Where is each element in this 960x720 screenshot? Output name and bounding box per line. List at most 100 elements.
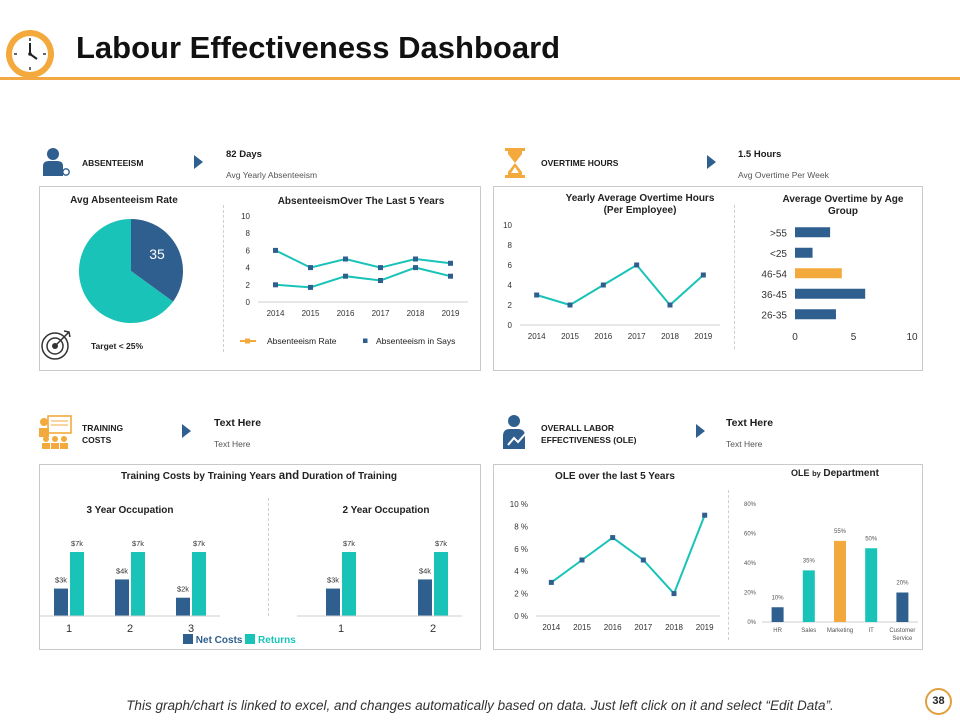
chart-legend: Absenteeism Rate Absenteeism in Says [240, 336, 455, 346]
bar-customer-service [896, 592, 909, 622]
y-tick-label: 8 [508, 241, 513, 250]
data-point [548, 579, 554, 585]
data-point [671, 591, 677, 597]
y-tick-label: 36-45 [761, 290, 787, 301]
target-text: Target < 25% [91, 341, 144, 351]
data-label: 35% [803, 558, 816, 564]
bar-net-costs [176, 597, 190, 616]
training-panel [39, 464, 481, 650]
x-tick-label: Service [892, 636, 913, 642]
absenteeism-line-chart: 0 2 4 6 8 10 2014 2015 2016 2017 2018 2019 Absentee… [240, 212, 468, 346]
x-tick-label: 2017 [628, 332, 646, 341]
bar-hr [771, 607, 784, 622]
dept-title-suffix: Department [823, 468, 879, 479]
bar-returns [192, 552, 206, 616]
x-tick-label: 2019 [696, 623, 714, 632]
ole-panel [493, 464, 923, 650]
x-tick-label: 2017 [372, 309, 390, 318]
data-label: 50% [865, 536, 878, 542]
title-divider [0, 77, 960, 80]
data-point [579, 557, 585, 563]
x-tick-label: 2016 [594, 332, 612, 341]
bar-returns [434, 552, 448, 616]
legend-swatch-net-costs [183, 634, 193, 644]
x-tick-label: 2016 [604, 623, 622, 632]
training-2yr-bar-chart: $3k $7k 1 $4k $7k 2 [297, 539, 462, 635]
y-tick-label: 6 % [514, 545, 528, 554]
x-tick-label: 5 [851, 332, 857, 343]
ole-label-line2: EFFECTIVENESS (OLE) [541, 435, 637, 445]
y-tick-label: 10 [503, 221, 512, 230]
series-line [536, 263, 705, 307]
x-tick-label: 1 [338, 623, 344, 635]
chevron-right-icon [182, 424, 191, 443]
absenteeism-pie-chart: 35 [79, 219, 183, 323]
x-tick-label: 1 [66, 623, 72, 635]
chevron-right-icon [707, 155, 716, 174]
x-tick-label: 2019 [442, 309, 460, 318]
y-tick-label: 4 [508, 281, 513, 290]
panel-divider [734, 205, 736, 349]
overtime-kpi-value: 1.5 Hours [738, 149, 782, 160]
data-label: 10% [772, 595, 785, 601]
x-tick-label: 2019 [694, 332, 712, 341]
data-label: 55% [834, 529, 847, 535]
legend-swatch-returns [245, 634, 256, 644]
ole-line-title: OLE over the last 5 Years [555, 471, 675, 482]
y-tick-label: 0 [508, 321, 513, 330]
x-tick-label: 2018 [407, 309, 425, 318]
data-point [667, 302, 673, 308]
bar-marketing [834, 540, 846, 622]
bar-returns [70, 552, 84, 616]
data-point [308, 284, 313, 290]
panel-divider [728, 490, 730, 640]
target-icon [40, 329, 74, 361]
data-label: $3k [327, 576, 339, 585]
data-label: $4k [419, 566, 431, 575]
y-tick-label: 6 [508, 261, 513, 270]
data-point [343, 273, 348, 279]
y-tick-label: 8 % [514, 522, 528, 531]
bar-net-costs [115, 579, 129, 616]
data-label: 20% [896, 581, 909, 587]
dept-title-prefix: OLE [791, 468, 810, 478]
chevron-right-icon [696, 424, 705, 443]
ole-line-chart: 0 % 2 % 4 % 6 % 8 % 10 % 2014 2015 2016 2017 2018 2… [510, 500, 720, 632]
series-line [275, 266, 451, 289]
y-tick-label: 80% [744, 502, 757, 508]
dept-bar-title: OLE by Department [760, 468, 910, 479]
ole-department-bar-chart: 0% 20% 40% 60% 80% 10% HR 35% Sales 55% Marketing 5… [744, 502, 918, 642]
data-point [610, 535, 616, 541]
data-point [448, 260, 453, 266]
bar-26-35 [795, 309, 836, 320]
data-point [634, 262, 640, 268]
x-tick-label: HR [773, 628, 782, 634]
age-bar-title-line1: Average Overtime by Age [782, 194, 904, 205]
data-label: $7k [132, 539, 144, 548]
bar-returns [342, 552, 356, 616]
absenteeism-kpi-label: Avg Yearly Absenteeism [226, 170, 318, 180]
two-year-title: 2 Year Occupation [342, 505, 430, 516]
bar-it [865, 548, 878, 622]
bar-returns [131, 552, 145, 616]
training-label-line1: TRAINING [82, 423, 124, 433]
ole-kpi-value: Text Here [726, 417, 774, 429]
y-tick-label: 4 % [514, 567, 528, 576]
data-label: $2k [177, 585, 189, 594]
legend-label-returns: Returns [258, 635, 296, 646]
y-tick-label: 6 [246, 246, 251, 255]
series-line [275, 249, 451, 269]
three-year-title: 3 Year Occupation [86, 505, 174, 516]
x-tick-label: Sales [801, 628, 816, 634]
y-tick-label: <25 [770, 249, 787, 260]
y-tick-label: 26-35 [761, 310, 787, 321]
data-point [534, 292, 540, 298]
footer-note: This graph/chart is linked to excel, and… [126, 698, 834, 713]
x-tick-label: 2014 [267, 309, 285, 318]
data-point [702, 512, 708, 518]
data-label: $7k [343, 539, 355, 548]
bar-net-costs [326, 588, 340, 616]
legend-label-absenteeism-in-says: Absenteeism in Says [376, 336, 455, 346]
x-tick-label: 2018 [661, 332, 679, 341]
legend-label-absenteeism-rate: Absenteeism Rate [267, 336, 337, 346]
